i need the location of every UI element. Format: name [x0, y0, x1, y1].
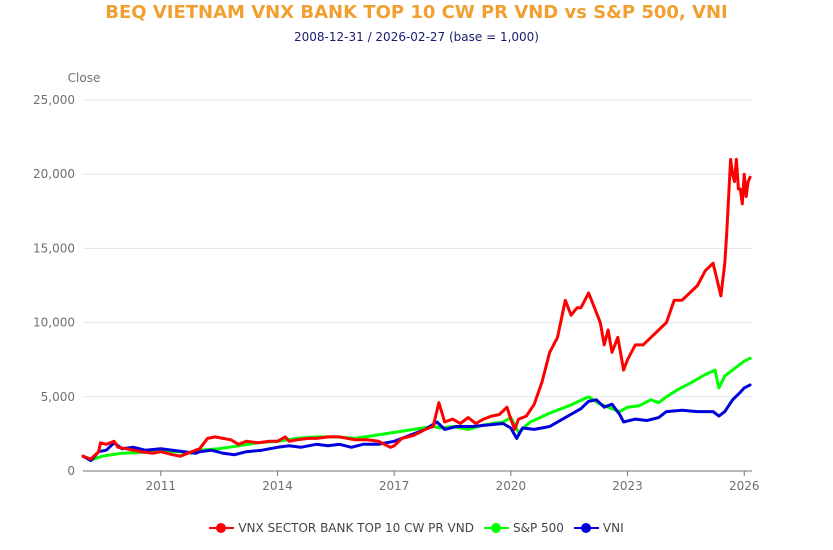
x-tick-label: 2011 — [146, 479, 177, 493]
series-line-1 — [81, 356, 752, 462]
x-tick-label: 2023 — [612, 479, 643, 493]
y-tick-label: 5,000 — [41, 390, 75, 404]
y-axis-title: Close — [68, 71, 101, 85]
legend-item-vni[interactable]: VNI — [573, 521, 624, 535]
x-tick-label: 2017 — [379, 479, 410, 493]
chart-subtitle: 2008-12-31 / 2026-02-27 (base = 1,000) — [294, 30, 539, 44]
series-line-2 — [81, 383, 752, 463]
y-tick-label: 20,000 — [33, 167, 75, 181]
legend-item-sp500[interactable]: S&P 500 — [483, 521, 564, 535]
gridlines — [83, 99, 752, 398]
y-tick-label: 0 — [67, 464, 75, 478]
legend: VNX SECTOR BANK TOP 10 CW PR VND S&P 500… — [0, 521, 833, 535]
legend-marker-icon — [483, 521, 509, 535]
x-tick-label: 2014 — [262, 479, 293, 493]
legend-label: S&P 500 — [512, 521, 564, 535]
y-tick-label: 25,000 — [33, 93, 75, 107]
legend-label: VNX SECTOR BANK TOP 10 CW PR VND — [238, 521, 474, 535]
legend-label: VNI — [602, 521, 624, 535]
series-lines — [81, 157, 752, 463]
series-line-0 — [81, 157, 752, 461]
x-tick-label: 2020 — [496, 479, 527, 493]
legend-marker-icon — [209, 521, 235, 535]
chart-title: BEQ VIETNAM VNX BANK TOP 10 CW PR VND vs… — [105, 2, 728, 23]
legend-item-vnx-bank[interactable]: VNX SECTOR BANK TOP 10 CW PR VND — [209, 521, 474, 535]
x-tick-label: 2026 — [729, 479, 760, 493]
legend-marker-icon — [573, 521, 599, 535]
y-tick-label: 10,000 — [33, 316, 75, 330]
x-axis: 2011 2014 2017 2020 2023 2026 — [83, 470, 760, 493]
y-axis: 0 5,000 10,000 15,000 20,000 25,000 — [33, 93, 75, 478]
y-tick-label: 15,000 — [33, 241, 75, 255]
